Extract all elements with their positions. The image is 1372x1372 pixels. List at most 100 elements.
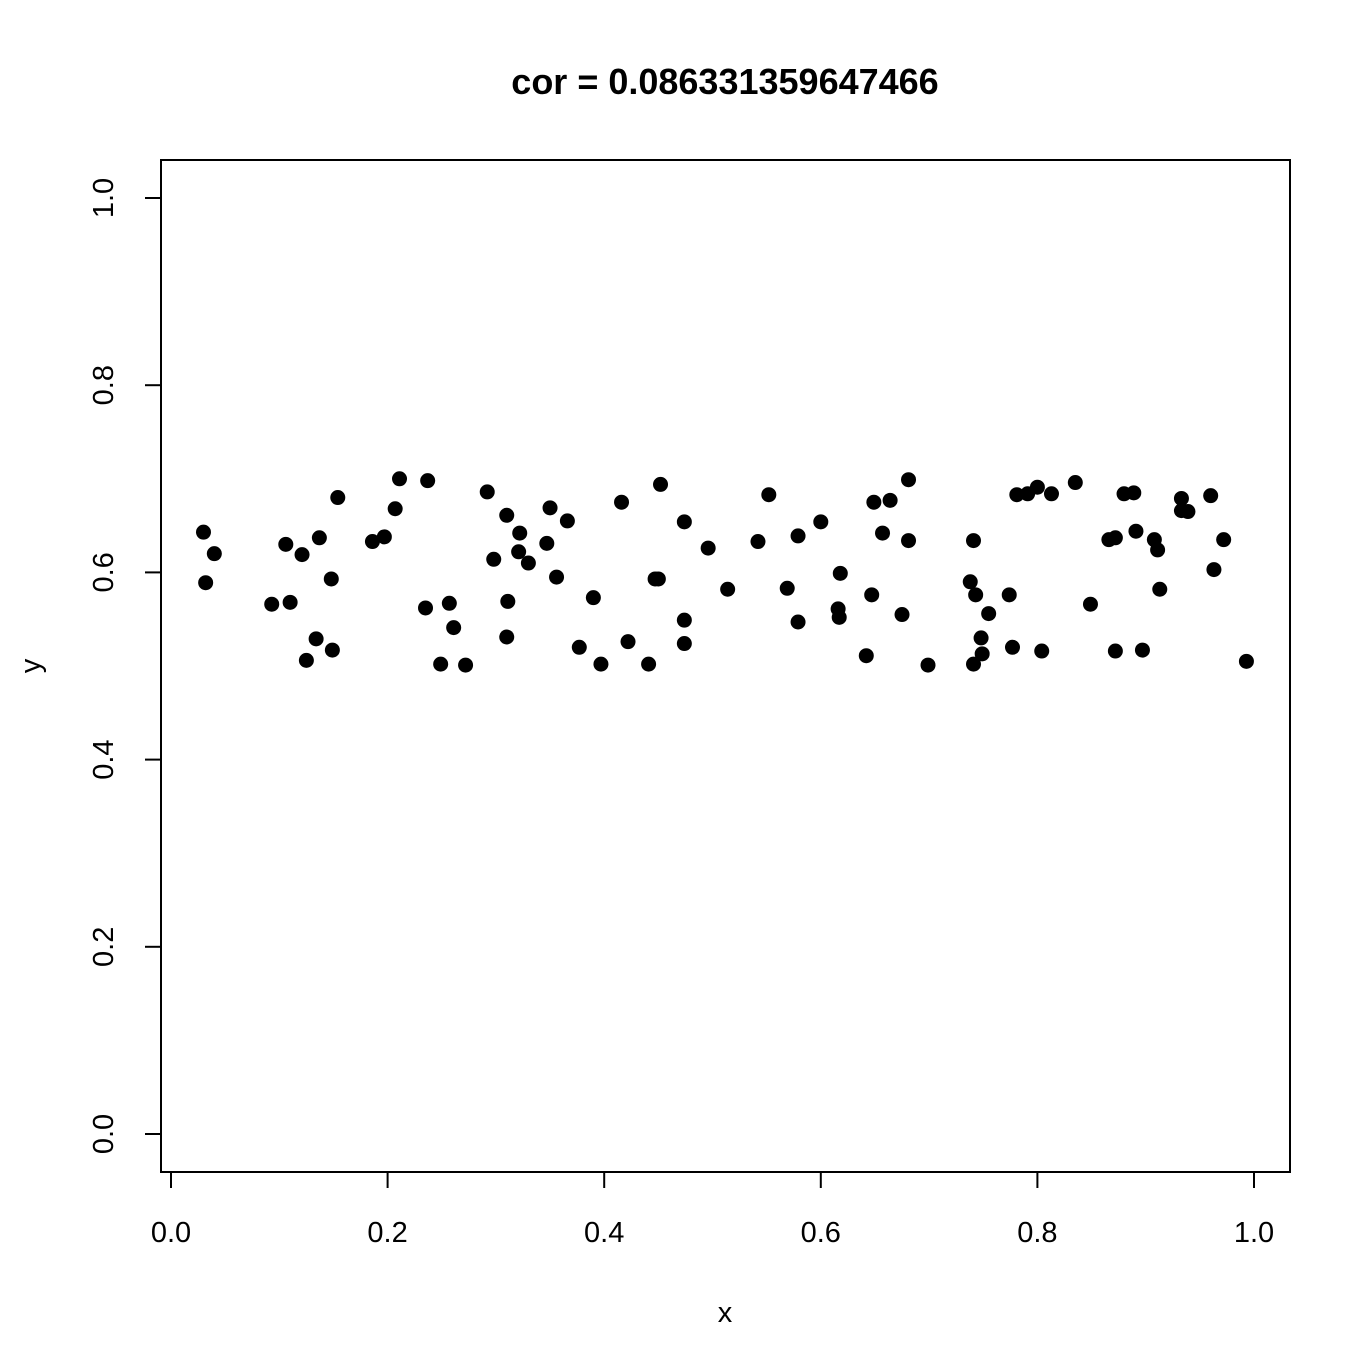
data-point <box>418 600 434 616</box>
y-tick-label: 1.0 <box>88 178 120 218</box>
data-point <box>311 530 327 546</box>
data-point <box>966 656 982 672</box>
data-point <box>324 642 340 658</box>
data-point <box>750 534 766 550</box>
data-point <box>676 612 692 628</box>
data-point <box>1067 475 1083 491</box>
data-point <box>499 629 515 645</box>
y-tick-label: 0.6 <box>88 552 120 592</box>
data-point <box>790 614 806 630</box>
data-point <box>832 565 848 581</box>
data-point <box>441 595 457 611</box>
data-point <box>298 652 314 668</box>
data-point <box>559 513 575 529</box>
data-point <box>539 535 555 551</box>
data-point <box>901 533 917 549</box>
data-point <box>720 581 736 597</box>
data-point <box>1180 504 1196 520</box>
data-point <box>650 571 666 587</box>
data-point <box>974 646 990 662</box>
data-point <box>981 606 997 622</box>
data-point <box>264 596 280 612</box>
data-point <box>962 574 978 590</box>
data-point <box>858 648 874 664</box>
data-point <box>1152 581 1168 597</box>
data-point <box>620 634 636 650</box>
data-point <box>420 473 436 489</box>
data-point <box>294 547 310 563</box>
data-point <box>364 534 380 550</box>
data-point <box>571 639 587 655</box>
data-point <box>330 490 346 506</box>
plot-area-border <box>160 159 1291 1173</box>
y-tick-label: 0.8 <box>88 365 120 405</box>
data-point <box>499 507 515 523</box>
data-point <box>700 540 716 556</box>
data-point <box>1107 643 1123 659</box>
data-point <box>790 528 806 544</box>
data-point <box>866 494 882 510</box>
data-point <box>1001 587 1017 603</box>
data-point <box>1203 488 1219 504</box>
y-tick-label: 0.2 <box>88 927 120 967</box>
data-point <box>387 501 403 517</box>
x-tick-label: 0.6 <box>801 1217 841 1249</box>
data-point <box>641 656 657 672</box>
data-point <box>894 607 910 623</box>
data-point <box>512 525 528 541</box>
y-axis: 0.0 0.2 0.4 0.6 0.8 1.0 <box>88 178 162 1154</box>
data-point <box>206 546 222 562</box>
x-tick-label: 0.4 <box>584 1217 624 1249</box>
data-point <box>542 500 558 516</box>
data-point <box>779 580 795 596</box>
data-point <box>446 620 462 636</box>
data-point <box>392 471 408 487</box>
data-point <box>1134 642 1150 658</box>
data-point <box>968 587 984 603</box>
data-point <box>1128 523 1144 539</box>
data-point <box>593 656 609 672</box>
data-point <box>653 476 669 492</box>
data-point <box>511 544 527 560</box>
data-point <box>376 529 392 545</box>
data-point <box>1173 490 1189 506</box>
data-point <box>323 571 339 587</box>
data-point <box>1082 596 1098 612</box>
data-point <box>1034 643 1050 659</box>
data-point <box>761 487 777 503</box>
x-tick-label: 0.8 <box>1017 1217 1057 1249</box>
data-point <box>973 630 989 646</box>
data-point <box>1126 485 1142 501</box>
data-point <box>198 575 214 591</box>
x-axis: 0.0 0.2 0.4 0.6 0.8 1.0 <box>151 1171 1274 1249</box>
data-point <box>875 525 891 541</box>
data-point <box>1150 542 1166 558</box>
data-point <box>831 609 847 625</box>
data-point <box>479 484 495 500</box>
data-point <box>1216 532 1232 548</box>
data-point <box>195 524 211 540</box>
x-tick-label: 1.0 <box>1234 1217 1274 1249</box>
data-point <box>1043 486 1059 502</box>
data-point <box>500 593 516 609</box>
data-point <box>813 514 829 530</box>
x-tick-label: 0.2 <box>367 1217 407 1249</box>
data-point <box>1206 562 1222 578</box>
data-point <box>882 492 898 508</box>
y-tick-label: 0.4 <box>88 739 120 779</box>
data-point <box>966 533 982 549</box>
data-point <box>458 657 474 673</box>
chart-title: cor = 0.086331359647466 <box>511 61 938 102</box>
data-point <box>614 494 630 510</box>
data-point <box>901 472 917 488</box>
data-point <box>920 657 936 673</box>
x-axis-label: x <box>718 1297 733 1329</box>
data-point <box>549 569 565 585</box>
data-point <box>282 594 298 610</box>
data-point <box>864 587 880 603</box>
data-point <box>486 551 502 567</box>
y-axis-label: y <box>15 658 47 673</box>
data-point <box>676 514 692 530</box>
data-point <box>585 590 601 606</box>
